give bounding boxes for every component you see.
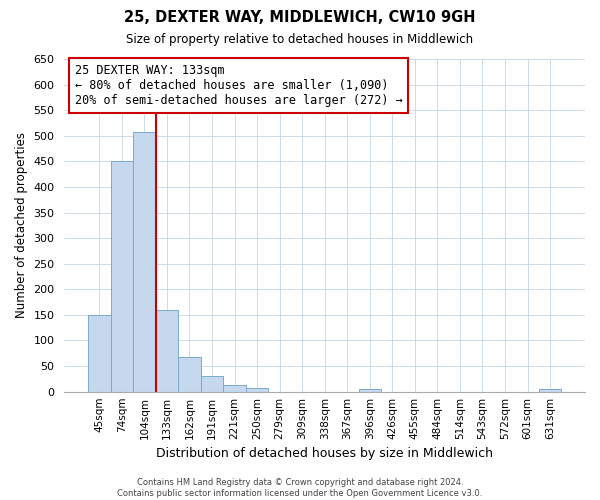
Bar xyxy=(359,389,381,392)
Bar xyxy=(133,132,155,392)
Text: 25, DEXTER WAY, MIDDLEWICH, CW10 9GH: 25, DEXTER WAY, MIDDLEWICH, CW10 9GH xyxy=(124,10,476,25)
Text: Contains HM Land Registry data © Crown copyright and database right 2024.
Contai: Contains HM Land Registry data © Crown c… xyxy=(118,478,482,498)
Bar xyxy=(110,162,133,392)
Text: Size of property relative to detached houses in Middlewich: Size of property relative to detached ho… xyxy=(127,32,473,46)
Bar xyxy=(201,376,223,392)
Y-axis label: Number of detached properties: Number of detached properties xyxy=(15,132,28,318)
Bar xyxy=(223,385,246,392)
Text: 25 DEXTER WAY: 133sqm
← 80% of detached houses are smaller (1,090)
20% of semi-d: 25 DEXTER WAY: 133sqm ← 80% of detached … xyxy=(75,64,403,107)
Bar xyxy=(246,388,268,392)
Bar xyxy=(539,389,562,392)
Bar xyxy=(155,310,178,392)
Bar xyxy=(178,358,201,392)
Bar xyxy=(88,315,110,392)
X-axis label: Distribution of detached houses by size in Middlewich: Distribution of detached houses by size … xyxy=(156,447,493,460)
